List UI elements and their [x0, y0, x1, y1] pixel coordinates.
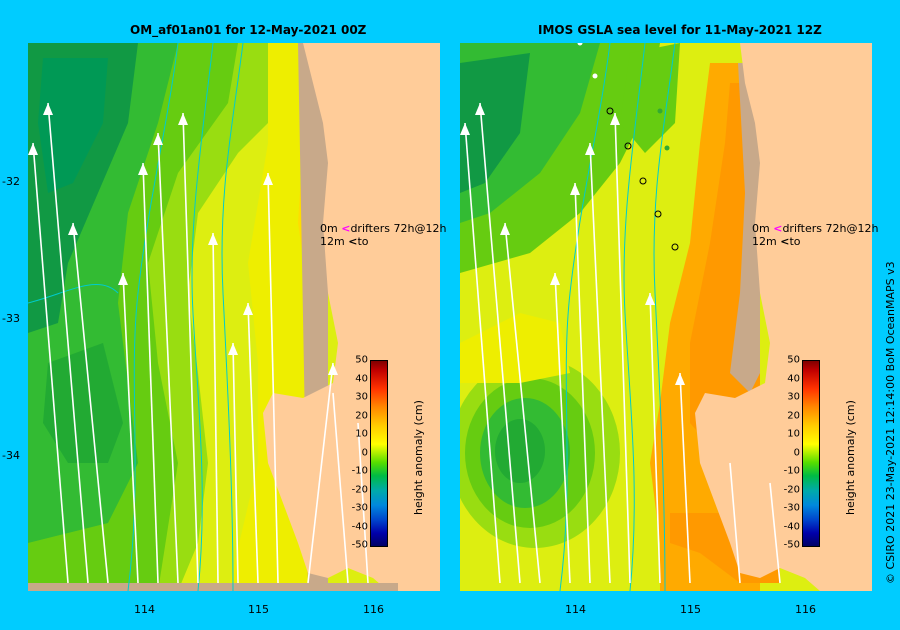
colorbar-tick: 20	[355, 410, 368, 421]
legend-depth: 12m	[752, 235, 777, 248]
drifter-legend-right: 0m <drifters 72h@12h 12m <to	[752, 222, 878, 248]
right-map-graphic	[460, 43, 872, 591]
colorbar-label-left: height anomaly (cm)	[412, 400, 425, 515]
legend-depth: 12m	[320, 235, 345, 248]
magenta-arrow-icon: <	[341, 222, 351, 235]
colorbar-tick: 10	[355, 428, 368, 440]
lat-label: -32	[2, 175, 20, 188]
colorbar-label-right: height anomaly (cm)	[844, 400, 857, 515]
lon-label: 114	[134, 603, 155, 616]
right-map-title: IMOS GSLA sea level for 11-May-2021 12Z	[538, 23, 822, 37]
side-credit: © CSIRO 2021 23-May-2021 12:14:00 BoM Oc…	[884, 261, 897, 584]
legend-text: to	[789, 235, 801, 248]
legend-text: drifters 72h@12h	[350, 222, 447, 235]
right-ocean-map[interactable]	[460, 43, 872, 591]
legend-text: to	[357, 235, 369, 248]
lon-label: 115	[680, 603, 701, 616]
colorbar-ticks-right: 50 40 30 20 10 0 -10 -20 -30 -40 -50	[772, 355, 800, 551]
lon-label: 116	[795, 603, 816, 616]
colorbar-tick: 40	[355, 373, 368, 384]
colorbar-tick: -10	[351, 465, 368, 477]
left-map-title: OM_af01an01 for 12-May-2021 00Z	[130, 23, 367, 37]
left-map-graphic	[28, 43, 440, 591]
colorbar-tick: 10	[787, 428, 800, 440]
colorbar-tick: 30	[355, 391, 368, 403]
colorbar-tick: -40	[351, 521, 368, 532]
legend-text: drifters 72h@12h	[782, 222, 879, 235]
colorbar-tick: 30	[787, 391, 800, 403]
colorbar-tick: -30	[351, 502, 368, 514]
lon-label: 114	[565, 603, 586, 616]
colorbar-tick: 0	[361, 447, 368, 458]
colorbar-tick: -40	[783, 521, 800, 532]
colorbar-left	[370, 360, 388, 547]
legend-depth: 0m	[752, 222, 770, 235]
lat-label: -33	[2, 312, 20, 325]
colorbar-tick: 50	[355, 354, 368, 366]
colorbar-ticks-left: 50 40 30 20 10 0 -10 -20 -30 -40 -50	[340, 355, 368, 551]
colorbar-tick: -30	[783, 502, 800, 514]
colorbar-tick: 40	[787, 373, 800, 384]
black-arrow-icon: <	[780, 235, 790, 248]
black-arrow-icon: <	[348, 235, 358, 248]
colorbar-tick: -20	[351, 484, 368, 495]
lon-label: 116	[363, 603, 384, 616]
colorbar-tick: -50	[783, 539, 800, 551]
colorbar-right	[802, 360, 820, 547]
magenta-arrow-icon: <	[773, 222, 783, 235]
colorbar-tick: -20	[783, 484, 800, 495]
lon-label: 115	[248, 603, 269, 616]
colorbar-tick: 0	[793, 447, 800, 458]
left-ocean-map[interactable]	[28, 43, 440, 591]
drifter-legend-left: 0m <drifters 72h@12h 12m <to	[320, 222, 446, 248]
colorbar-tick: -50	[351, 539, 368, 551]
colorbar-tick: -10	[783, 465, 800, 477]
colorbar-tick: 50	[787, 354, 800, 366]
lat-label: -34	[2, 449, 20, 462]
colorbar-tick: 20	[787, 410, 800, 421]
legend-depth: 0m	[320, 222, 338, 235]
